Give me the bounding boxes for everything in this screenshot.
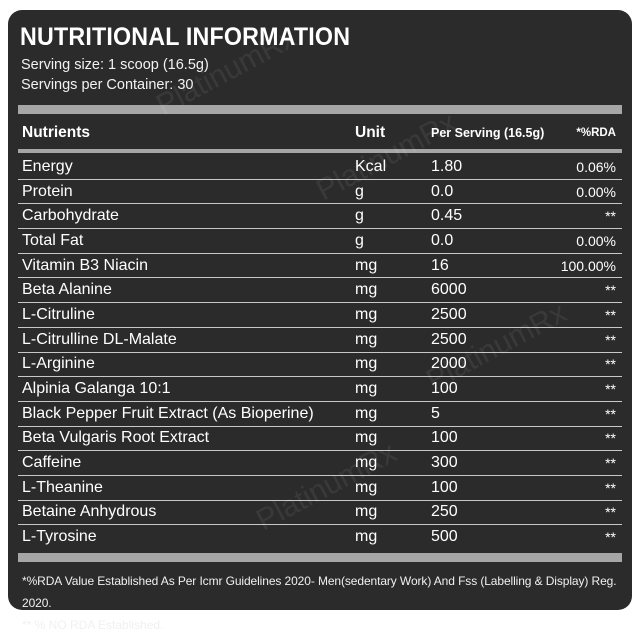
nutrient-unit: mg <box>351 352 427 378</box>
table-row: Black Pepper Fruit Extract (As Bioperine… <box>18 401 622 427</box>
nutrient-value: 2000 <box>427 352 545 378</box>
nutrient-name: Total Fat <box>18 228 351 254</box>
table-row: L-Arginine mg 2000 ** <box>18 352 622 378</box>
nutrient-value: 2500 <box>427 302 545 328</box>
table-header-row: Nutrients Unit Per Serving (16.5g) *%RDA <box>18 121 622 145</box>
divider-thin <box>18 149 622 153</box>
nutrient-value: 300 <box>427 450 545 476</box>
nutrient-value: 0.0 <box>427 228 545 254</box>
nutrient-value: 16 <box>427 253 545 279</box>
nutrient-rda: ** <box>545 475 622 501</box>
table-row: Betaine Anhydrous mg 250 ** <box>18 500 622 526</box>
nutrient-name: Beta Alanine <box>18 277 351 304</box>
nutrient-name: Caffeine <box>18 450 351 476</box>
nutrition-rows: Energy Kcal 1.80 0.06% Protein g 0.0 0.00% Carbo… <box>18 155 622 549</box>
header-rda: *%RDA <box>576 127 616 139</box>
nutrient-name: L-Citrulline DL-Malate <box>18 327 351 353</box>
header-nutrients: Nutrients <box>22 124 91 141</box>
nutrient-rda: ** <box>545 277 622 304</box>
nutrient-rda: ** <box>545 426 622 452</box>
footnotes: *%RDA Value Established As Per Icmr Guid… <box>22 570 622 636</box>
servings-per-container: Servings per Container: 30 <box>21 77 194 93</box>
table-row: Protein g 0.0 0.00% <box>18 179 622 205</box>
nutrient-name: Betaine Anhydrous <box>18 500 351 526</box>
nutrient-rda: ** <box>545 450 622 476</box>
nutrient-name: L-Theanine <box>18 475 351 501</box>
nutrient-unit: mg <box>351 426 427 452</box>
footnote-rda: *%RDA Value Established As Per Icmr Guid… <box>22 574 617 610</box>
nutrient-rda: 0.06% <box>545 155 622 180</box>
serving-size: Serving size: 1 scoop (16.5g) <box>21 57 209 73</box>
nutrient-name: Black Pepper Fruit Extract (As Bioperine… <box>18 401 351 427</box>
nutrient-unit: mg <box>351 376 427 402</box>
nutrient-value: 500 <box>431 528 458 546</box>
footnote-no-rda: ** % NO RDA Established. <box>22 618 164 632</box>
nutrient-name: Vitamin B3 Niacin <box>18 253 351 279</box>
nutrient-rda: 0.00% <box>545 228 622 254</box>
nutrient-unit: mg <box>355 528 378 546</box>
nutrient-rda: ** <box>545 401 622 427</box>
nutrient-rda: 0.00% <box>545 179 622 205</box>
header-unit: Unit <box>355 124 386 141</box>
nutrient-value: 100 <box>427 475 545 501</box>
table-row: Alpinia Galanga 10:1 mg 100 ** <box>18 376 622 402</box>
nutrient-unit: mg <box>351 500 427 526</box>
nutrient-value: 100 <box>427 426 545 452</box>
nutrient-value: 5 <box>427 401 545 427</box>
divider-thick <box>18 105 622 114</box>
nutrient-value: 0.45 <box>427 203 545 230</box>
nutrient-unit: mg <box>351 475 427 501</box>
nutrition-table: Nutrients Unit Per Serving (16.5g) *%RDA <box>18 121 622 145</box>
table-row: Vitamin B3 Niacin mg 16 100.00% <box>18 253 622 279</box>
nutrient-rda: ** <box>545 203 622 230</box>
nutrient-unit: mg <box>351 277 427 304</box>
nutrient-value: 0.0 <box>427 179 545 205</box>
nutrient-unit: mg <box>351 401 427 427</box>
nutrition-panel: NUTRITIONAL INFORMATION Serving size: 1 … <box>8 10 632 632</box>
nutrient-unit: g <box>351 179 427 205</box>
header-per-serving: Per Serving (16.5g) <box>431 126 545 140</box>
nutrient-unit: mg <box>351 450 427 476</box>
table-row: Caffeine mg 300 ** <box>18 450 622 476</box>
divider-bottom <box>18 553 622 562</box>
nutrient-rda: ** <box>545 327 622 353</box>
nutrient-name: L-Tyrosine <box>22 528 97 546</box>
nutrient-rda: ** <box>545 352 622 378</box>
table-row: Total Fat g 0.0 0.00% <box>18 228 622 254</box>
nutrient-name: Protein <box>18 179 351 205</box>
table-row: L-Citrulline DL-Malate mg 2500 ** <box>18 327 622 353</box>
table-row: L-Tyrosine mg 500 ** <box>18 525 622 549</box>
nutrient-rda: ** <box>605 529 616 546</box>
nutrient-name: L-Arginine <box>18 352 351 378</box>
nutrient-unit: mg <box>351 253 427 279</box>
table-row: Beta Vulgaris Root Extract mg 100 ** <box>18 426 622 452</box>
nutrient-value: 6000 <box>427 277 545 304</box>
nutrient-name: Carbohydrate <box>18 203 351 230</box>
nutrient-unit: mg <box>351 302 427 328</box>
nutrient-name: Energy <box>18 155 351 180</box>
table-row: L-Theanine mg 100 ** <box>18 475 622 501</box>
table-row: Beta Alanine mg 6000 ** <box>18 277 622 304</box>
nutrient-rda: 100.00% <box>545 253 622 279</box>
nutrient-rda: ** <box>545 302 622 328</box>
table-row: Carbohydrate g 0.45 ** <box>18 203 622 230</box>
panel-title: NUTRITIONAL INFORMATION <box>20 23 351 51</box>
nutrient-unit: mg <box>351 327 427 353</box>
nutrient-name: Beta Vulgaris Root Extract <box>18 426 351 452</box>
nutrient-name: Alpinia Galanga 10:1 <box>18 376 351 402</box>
nutrient-name: L-Citruline <box>18 302 351 328</box>
nutrient-value: 2500 <box>427 327 545 353</box>
nutrient-unit: g <box>351 203 427 230</box>
nutrient-value: 1.80 <box>427 155 545 180</box>
table-row: Energy Kcal 1.80 0.06% <box>18 155 622 180</box>
nutrient-unit: Kcal <box>351 155 427 180</box>
nutrient-rda: ** <box>545 500 622 526</box>
nutrient-rda: ** <box>545 376 622 402</box>
nutrient-value: 100 <box>427 376 545 402</box>
table-row: L-Citruline mg 2500 ** <box>18 302 622 328</box>
nutrient-value: 250 <box>427 500 545 526</box>
nutrient-unit: g <box>351 228 427 254</box>
